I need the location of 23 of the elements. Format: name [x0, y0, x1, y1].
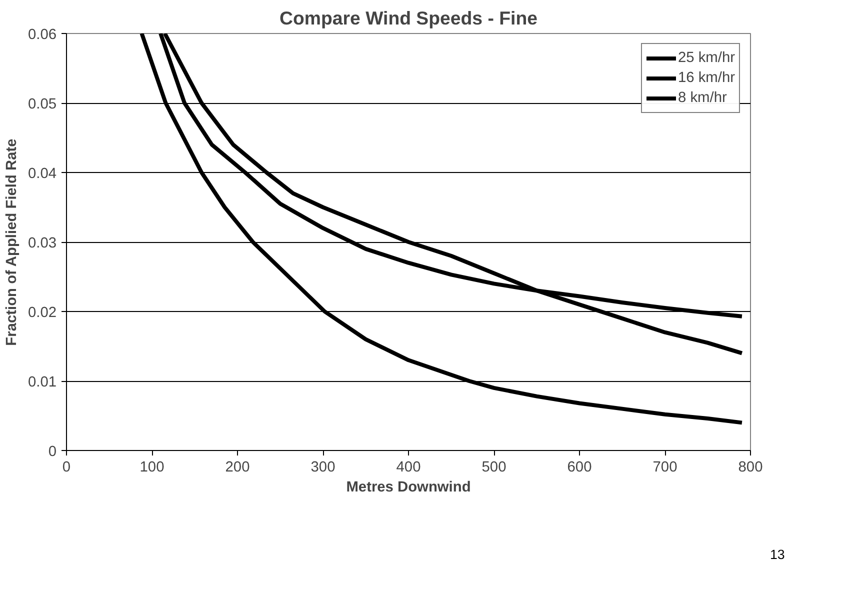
y-tick-label: 0.06	[28, 27, 57, 43]
x-tick-label: 300	[310, 460, 336, 476]
y-tick-label: 0.04	[28, 166, 57, 182]
text: 13	[770, 546, 785, 564]
legend-label: 8 km/hr	[678, 90, 727, 106]
x-tick-label: 600	[567, 460, 592, 476]
x-tick-label: 400	[396, 460, 421, 476]
y-tick-label: 0.02	[28, 305, 57, 321]
x-tick-label: 800	[738, 460, 763, 476]
legend-label: 25 km/hr	[678, 50, 735, 66]
y-tick-label: 0.05	[28, 96, 57, 112]
legend-label: 16 km/hr	[678, 70, 735, 86]
y-tick-label: 0.03	[28, 236, 57, 252]
x-tick-label: 100	[140, 460, 164, 476]
y-tick-label: 0	[48, 444, 57, 460]
y-tick-label: 0.01	[28, 374, 57, 390]
x-tick-label: 700	[652, 460, 678, 476]
chart-title: Compare Wind Speeds - Fine	[280, 8, 538, 28]
x-tick-label: 200	[225, 460, 250, 476]
y-axis-title: Fraction of Applied Field Rate	[4, 138, 20, 346]
x-tick-label: 0	[62, 460, 71, 476]
x-axis-title: Metres Downwind	[346, 480, 471, 496]
x-tick-label: 500	[482, 460, 506, 476]
